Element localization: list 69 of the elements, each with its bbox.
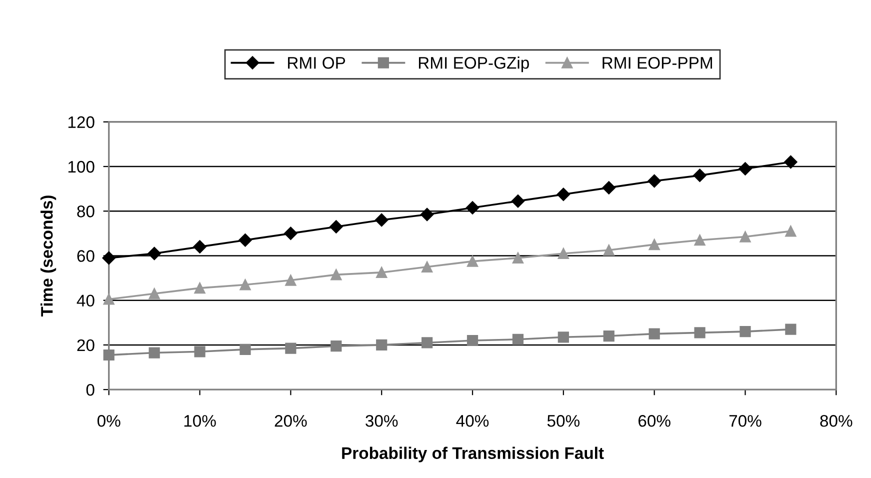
point [694,234,706,246]
point [740,326,751,338]
y-tick-label: 40 [76,294,94,307]
y-tick-label: 0 [86,384,94,396]
point [194,282,206,294]
point [602,181,616,194]
point [693,168,706,182]
point [148,246,161,260]
point [558,248,569,260]
y-axis-title: Time (seconds) [40,196,56,317]
point [193,240,206,254]
point [603,330,614,342]
x-tick-label: 60% [638,415,670,427]
x-tick-label: 40% [456,415,489,427]
point [102,251,116,265]
point [148,347,160,358]
point [511,194,525,208]
point [376,266,388,278]
point [422,261,433,272]
legend-label: RMI OP [288,56,346,69]
point [466,256,478,267]
point [284,226,298,240]
point [512,252,524,264]
point [422,337,433,348]
point [466,334,478,346]
point [148,288,160,300]
point [738,162,752,176]
y-tick-label: 120 [68,116,94,128]
point [558,332,569,343]
point [648,174,661,188]
point [375,213,388,227]
x-tick-label: 30% [366,415,398,427]
point [603,244,614,256]
y-tick-label: 60 [77,250,94,262]
point [285,342,296,354]
point [194,346,206,358]
point [648,239,660,250]
y-tick-label: 20 [77,339,94,352]
x-tick-label: 10% [184,415,216,427]
point [103,349,114,361]
x-tick-label: 70% [729,415,762,427]
y-tick-label: 80 [77,206,94,218]
point [240,344,251,355]
x-tick-label: 50% [547,415,580,427]
x-tick-label: 20% [274,415,307,427]
point [694,327,706,338]
point [330,220,343,234]
point [330,269,342,280]
point [420,208,434,222]
point [466,201,480,214]
point [784,155,798,169]
point [285,274,296,286]
point [648,328,660,340]
point [240,279,251,290]
legend-label: RMI EOP-GZip [418,56,529,72]
point [376,339,388,351]
y-tick-label: 100 [68,160,94,173]
x-tick-label: 0% [97,415,120,427]
point [556,188,570,201]
point [330,340,342,352]
x-tick-label: 80% [820,415,852,427]
point [785,324,796,335]
point [785,226,796,237]
x-axis-title: Probability of Transmission Fault [342,446,604,462]
point [512,334,524,345]
point [103,294,114,305]
point [740,231,751,242]
point [238,234,252,247]
legend-label: RMI EOP-PPM [602,56,712,69]
